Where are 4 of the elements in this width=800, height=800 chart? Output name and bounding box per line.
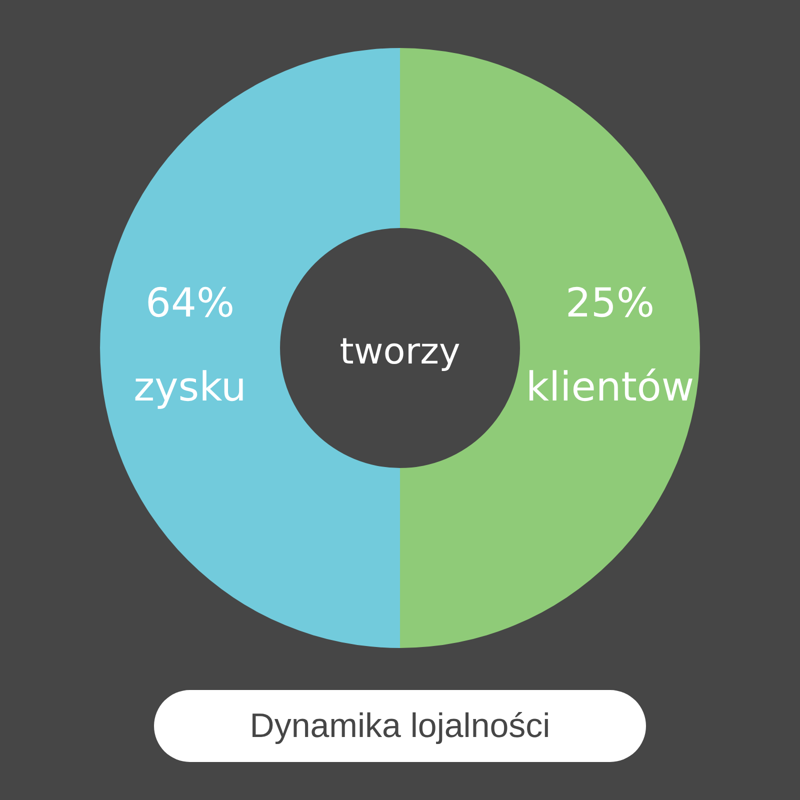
slice-label: 25% klientów bbox=[526, 280, 694, 410]
text: tworzy bbox=[340, 331, 460, 372]
slice-label: 64% zysku bbox=[134, 280, 246, 410]
text: Dynamika lojalności bbox=[154, 690, 646, 762]
